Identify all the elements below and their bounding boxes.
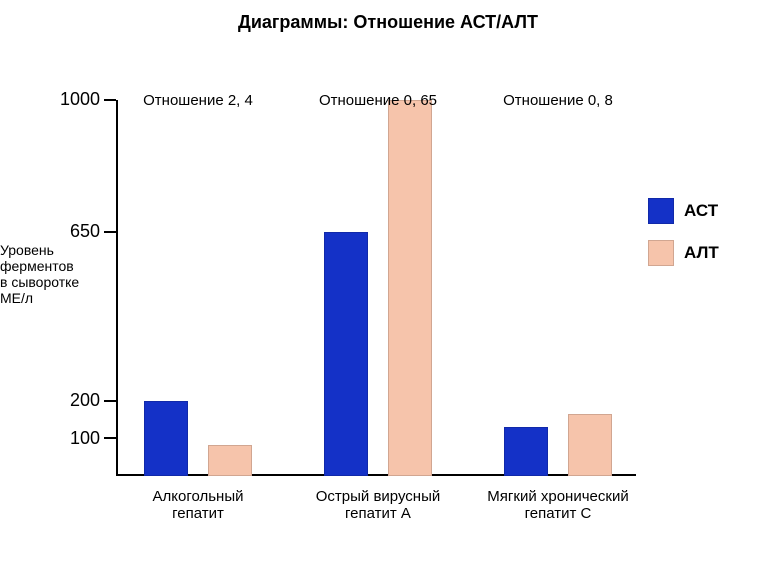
y-tick (104, 231, 116, 233)
y-tick-label: 650 (70, 221, 100, 242)
y-axis-label: Уровень ферментов в сыворотке МЕ/л (0, 242, 79, 306)
y-tick (104, 437, 116, 439)
legend: АСТ АЛТ (648, 198, 719, 282)
bar (324, 232, 368, 476)
x-axis-line (116, 474, 636, 476)
legend-item: АСТ (648, 198, 719, 224)
legend-item: АЛТ (648, 240, 719, 266)
bar (144, 401, 188, 476)
bar (504, 427, 548, 476)
y-axis-line (116, 100, 118, 476)
x-group-label: Острый вирусный гепатит А (294, 488, 462, 522)
legend-label: АСТ (684, 201, 718, 221)
y-tick-label: 1000 (60, 89, 100, 110)
ratio-label: Отношение 2, 4 (114, 92, 282, 109)
ratio-label: Отношение 0, 8 (474, 92, 642, 109)
bar (388, 100, 432, 476)
legend-label: АЛТ (684, 243, 719, 263)
plot-area (116, 100, 636, 476)
ratio-label: Отношение 0, 65 (294, 92, 462, 109)
y-tick-label: 100 (70, 428, 100, 449)
y-tick-label: 200 (70, 390, 100, 411)
chart-stage: Диаграммы: Отношение АСТ/АЛТ Уровень фер… (0, 0, 776, 564)
bar (568, 414, 612, 476)
legend-swatch (648, 198, 674, 224)
legend-swatch (648, 240, 674, 266)
x-group-label: Мягкий хронический гепатит С (474, 488, 642, 522)
chart-title: Диаграммы: Отношение АСТ/АЛТ (0, 12, 776, 33)
x-group-label: Алкогольный гепатит (114, 488, 282, 522)
bar (208, 445, 252, 476)
y-tick (104, 400, 116, 402)
